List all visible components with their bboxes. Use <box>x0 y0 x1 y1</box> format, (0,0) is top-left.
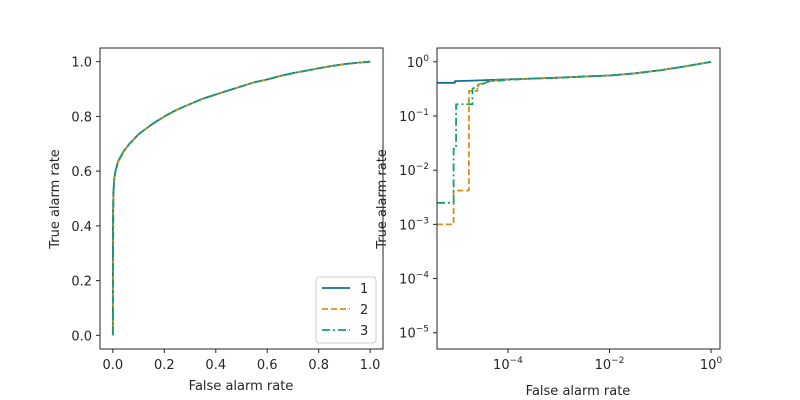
left-y-axis-label: True alarm rate <box>48 149 63 250</box>
left-x-tick-label: 0.0 <box>103 358 124 373</box>
left-x-tick-label: 0.4 <box>205 358 226 373</box>
left-series-line-3 <box>111 60 371 336</box>
right-x-tick-label: 10−2 <box>595 356 625 373</box>
left-x-tick-label: 0.2 <box>154 358 175 373</box>
left-chart: 0.0 0.2 0.4 0.6 0.8 1.0 0.0 0.2 0.4 0.6 0.8 1.0 Fal… <box>48 47 384 394</box>
left-x-axis-label: False alarm rate <box>189 379 294 394</box>
left-x-tick-label: 0.6 <box>257 358 278 373</box>
left-y-tick-label: 0.6 <box>71 165 92 180</box>
left-x-tick-label: 0.8 <box>308 358 329 373</box>
right-x-axis-label: False alarm rate <box>526 384 631 399</box>
right-y-tick-label: 10−2 <box>399 162 429 179</box>
right-plot-frame <box>436 47 721 350</box>
legend-label-3: 3 <box>360 324 368 339</box>
left-ticks: 0.0 0.2 0.4 0.6 0.8 1.0 0.0 0.2 0.4 0.6 0.8 1.0 <box>71 56 380 373</box>
left-y-tick-label: 1.0 <box>71 56 92 71</box>
right-series-line-3 <box>437 60 712 204</box>
right-chart: 10−4 10−2 100 10−5 10−4 10−3 10−2 10−1 100 False… <box>375 47 722 399</box>
left-y-tick-label: 0.2 <box>71 275 92 290</box>
right-y-axis-label: True alarm rate <box>375 149 390 250</box>
right-ticks: 10−4 10−2 100 10−5 10−4 10−3 10−2 10−1 100 <box>399 54 722 373</box>
left-y-tick-label: 0.8 <box>71 110 92 125</box>
right-series-line-1 <box>437 60 712 84</box>
right-y-tick-label: 10−5 <box>399 325 429 342</box>
legend-box <box>315 276 377 344</box>
left-y-tick-label: 0.0 <box>71 329 92 344</box>
right-series-lines <box>437 60 712 226</box>
right-y-tick-label: 10−1 <box>399 108 429 125</box>
right-x-tick-label: 10−4 <box>493 356 523 373</box>
right-y-tick-label: 10−3 <box>399 216 429 233</box>
right-y-tick-label: 100 <box>407 54 430 71</box>
legend: 1 2 3 <box>315 276 377 344</box>
right-y-tick-label: 10−4 <box>399 271 429 288</box>
legend-label-1: 1 <box>360 282 368 297</box>
left-x-tick-label: 1.0 <box>360 358 381 373</box>
legend-label-2: 2 <box>360 303 368 318</box>
left-series-lines <box>111 60 371 336</box>
left-y-tick-label: 0.4 <box>71 220 92 235</box>
right-x-tick-label: 100 <box>700 356 723 373</box>
left-plot-frame <box>99 47 384 350</box>
